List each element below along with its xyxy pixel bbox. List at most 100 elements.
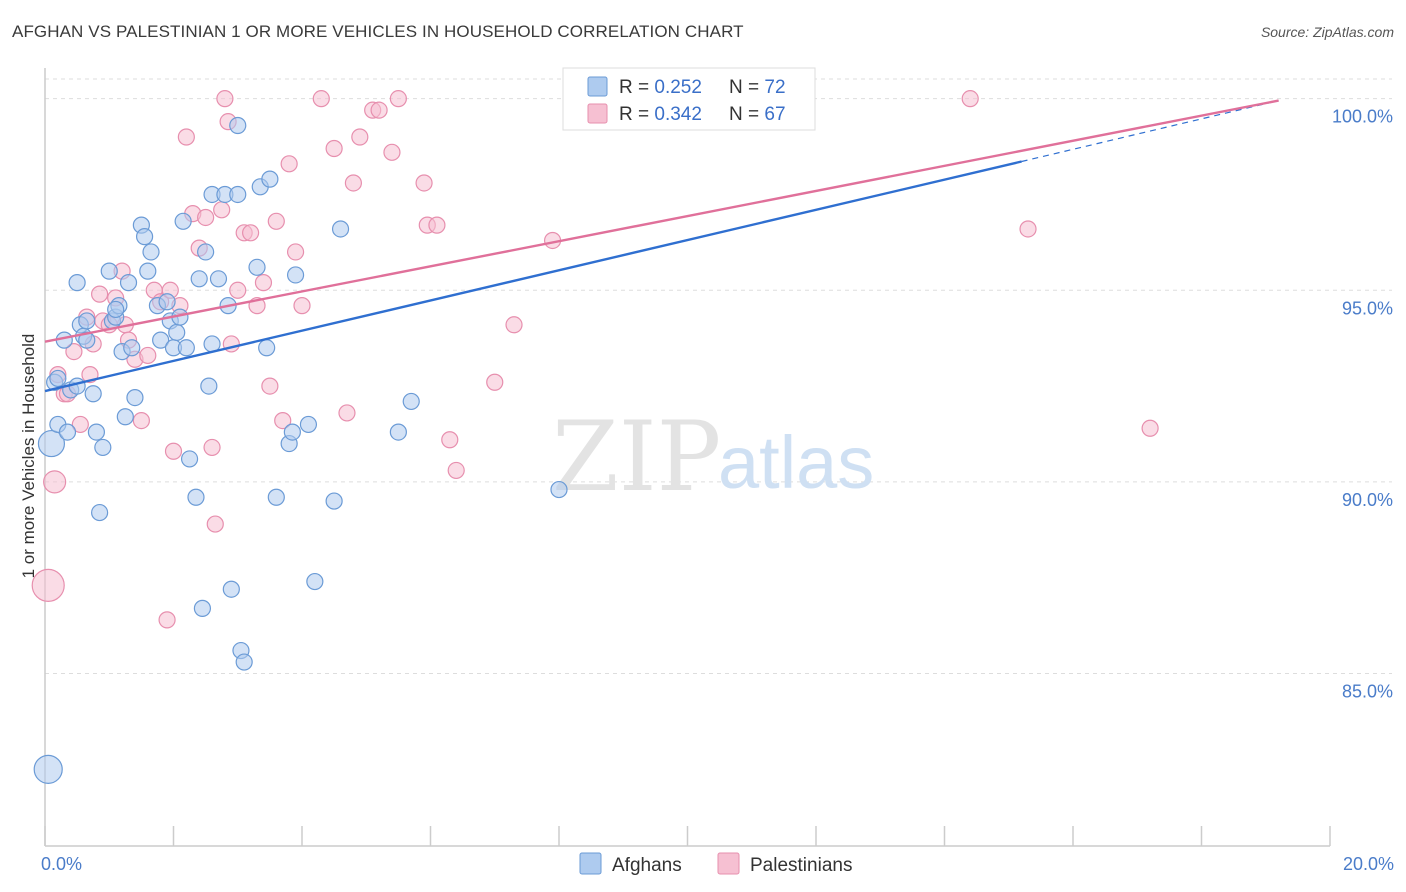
legend-n-label: N = — [729, 104, 764, 125]
afghans-point — [152, 331, 170, 349]
afghans-point — [331, 220, 350, 238]
afghans-point — [33, 754, 63, 784]
trend-lines — [44, 99, 1279, 393]
afghans-point — [193, 599, 212, 617]
afghans-point — [49, 369, 67, 388]
y-tick-label: 95.0% — [1342, 298, 1393, 318]
afghans-trend-line — [44, 160, 1022, 393]
afghans-point — [190, 270, 208, 288]
legend-n-label: N = — [729, 77, 764, 98]
afghans-point — [550, 480, 568, 499]
afghans-points — [33, 116, 568, 784]
afghans-point — [37, 429, 66, 458]
palestinians-point — [216, 90, 234, 108]
afghans-point — [142, 243, 160, 261]
palestinians-point — [132, 411, 150, 430]
afghans-point — [119, 274, 138, 292]
palestinians-point — [1019, 220, 1037, 238]
palestinians-point — [383, 143, 401, 161]
afghans-point — [222, 580, 240, 598]
palestinians-point — [325, 139, 343, 158]
palestinians-point — [280, 155, 298, 173]
legend-r-label: R = — [619, 77, 654, 98]
series-label-palestinians: Palestinians — [750, 855, 852, 876]
palestinians-point — [206, 515, 224, 533]
afghans-point — [158, 293, 176, 311]
afghans-point — [267, 488, 285, 506]
series-legend: Afghans Palestinians — [579, 852, 852, 876]
afghans-point — [177, 339, 195, 357]
legend-swatch-palestinians — [587, 103, 608, 124]
afghans-point — [91, 503, 109, 522]
legend-swatch-afghans — [587, 76, 608, 97]
afghans-trend-extension — [1021, 99, 1279, 163]
afghans-point — [261, 170, 279, 188]
afghans-point — [87, 423, 106, 441]
legend-r-label: R = — [619, 104, 654, 125]
stats-legend: R = 0.252 N = 72 R = 0.342 N = 67 — [562, 67, 816, 131]
palestinians-point — [254, 274, 273, 292]
afghans-point — [299, 415, 318, 434]
chart-source: Source: ZipAtlas.com — [1260, 24, 1394, 40]
palestinians-point — [91, 285, 109, 303]
palestinians-point — [261, 377, 279, 395]
palestinians-point — [229, 281, 247, 299]
afghans-point — [180, 450, 199, 468]
afghans-point — [283, 423, 301, 441]
legend-n-value: 67 — [764, 104, 785, 125]
afghans-point — [209, 270, 228, 288]
palestinians-point — [267, 212, 285, 230]
palestinians-point — [370, 101, 388, 119]
afghans-point — [168, 323, 186, 342]
legend-n-value: 72 — [764, 77, 785, 98]
series-label-afghans: Afghans — [612, 855, 682, 876]
legend-n-palestinians: N = 67 — [729, 104, 786, 125]
palestinians-point — [158, 611, 176, 629]
legend-n-afghans: N = 72 — [729, 77, 786, 98]
palestinians-trend-line — [44, 99, 1279, 343]
chart-title: AFGHAN VS PALESTINIAN 1 OR MORE VEHICLES… — [12, 22, 744, 41]
palestinians-point — [415, 174, 433, 192]
series-swatch-palestinians — [717, 852, 740, 875]
palestinians-point — [441, 431, 459, 449]
afghans-point — [68, 274, 86, 292]
afghans-point — [84, 385, 102, 403]
afghans-point — [68, 377, 86, 395]
palestinians-point — [213, 201, 231, 219]
afghans-point — [94, 438, 112, 457]
palestinians-point — [274, 411, 292, 430]
palestinians-point — [338, 404, 356, 422]
watermark-atlas: atlas — [718, 421, 874, 504]
afghans-point — [286, 266, 305, 284]
afghans-point — [258, 339, 276, 357]
palestinians-point — [139, 346, 157, 365]
palestinians-point — [961, 90, 979, 108]
x-tick-label: 20.0% — [1343, 854, 1394, 874]
afghans-point — [235, 653, 253, 671]
y-tick-label: 85.0% — [1342, 682, 1393, 702]
y-axis-title: 1 or more Vehicles in Household — [19, 334, 38, 579]
palestinians-point — [164, 442, 183, 460]
afghans-point — [325, 492, 343, 510]
afghans-point — [306, 572, 324, 591]
afghans-point — [100, 262, 118, 280]
afghans-point — [187, 488, 205, 506]
palestinians-point — [351, 128, 369, 146]
legend-r-value: 0.342 — [654, 104, 702, 125]
afghans-point — [116, 408, 134, 426]
afghans-point — [229, 185, 247, 204]
afghans-point — [123, 339, 141, 357]
x-ticks — [44, 826, 1331, 846]
palestinians-point — [344, 174, 362, 192]
afghans-point — [389, 423, 407, 441]
afghans-point — [229, 116, 247, 135]
grid — [45, 78, 1392, 675]
legend-row-palestinians: R = 0.342 — [619, 104, 702, 125]
palestinians-point — [177, 128, 195, 146]
y-tick-label: 90.0% — [1342, 490, 1393, 510]
afghans-point — [58, 423, 77, 441]
palestinians-point — [1141, 419, 1159, 437]
palestinians-point — [312, 90, 330, 108]
palestinians-point — [43, 470, 67, 494]
